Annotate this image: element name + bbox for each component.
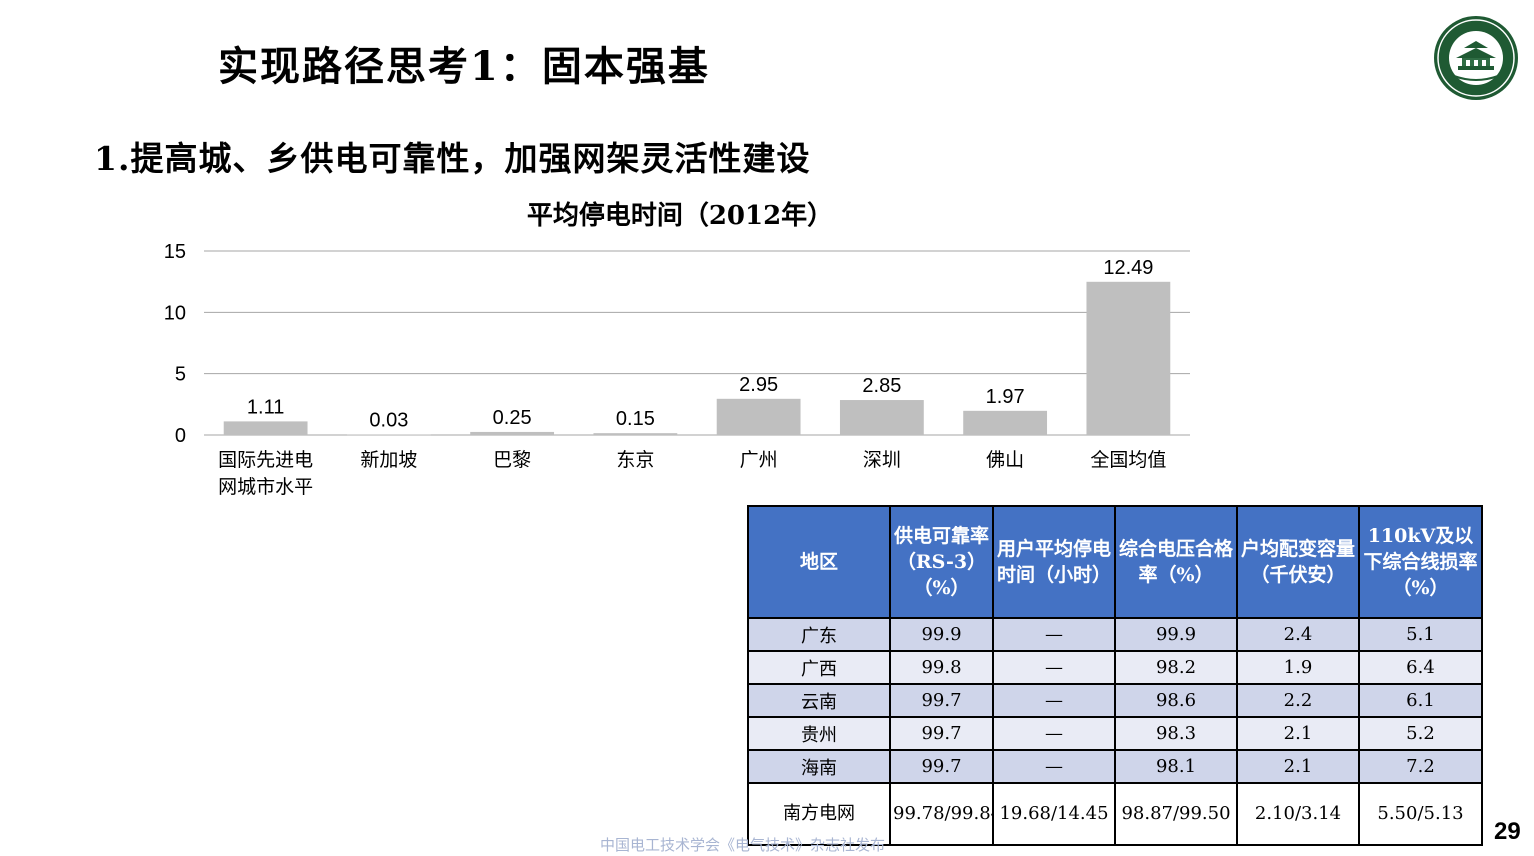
y-tick-label: 15 bbox=[164, 241, 186, 263]
header-cell: 用户平均停电时间（小时） bbox=[992, 505, 1116, 619]
category-label: 全国均值 bbox=[1090, 449, 1166, 471]
category-label: 网城市水平 bbox=[218, 476, 313, 498]
table-cell: 2.4 bbox=[1236, 617, 1360, 652]
category-label: 巴黎 bbox=[493, 449, 531, 471]
table-header-row: 地区 供电可靠率（RS-3）（%） 用户平均停电时间（小时） 综合电压合格率（%… bbox=[747, 505, 1483, 619]
table-cell: 99.9 bbox=[1114, 617, 1238, 652]
table-cell: 南方电网 bbox=[747, 782, 891, 846]
table-cell: 5.1 bbox=[1358, 617, 1483, 652]
table-cell: 广西 bbox=[747, 650, 891, 685]
slide-subtitle: 1.提高城、乡供电可靠性，加强网架灵活性建设 bbox=[94, 139, 811, 178]
table-cell: 5.2 bbox=[1358, 716, 1483, 751]
category-label: 东京 bbox=[616, 449, 654, 471]
bar bbox=[839, 400, 924, 435]
slide-title: 实现路径思考1：固本强基 bbox=[218, 43, 710, 90]
header-cell: 户均配变容量（千伏安） bbox=[1236, 505, 1360, 619]
table-cell: 6.4 bbox=[1358, 650, 1483, 685]
table-cell: 19.68/14.45 bbox=[992, 782, 1116, 846]
y-tick-label: 5 bbox=[175, 364, 186, 386]
data-label: 0.03 bbox=[369, 410, 408, 432]
data-label: 0.15 bbox=[616, 408, 655, 430]
table-cell: 99.9 bbox=[889, 617, 994, 652]
table-cell: 2.1 bbox=[1236, 749, 1360, 784]
data-label: 2.85 bbox=[862, 375, 901, 397]
header-cell: 综合电压合格率（%） bbox=[1114, 505, 1238, 619]
table-row: 广西 99.8 — 98.2 1.9 6.4 bbox=[747, 650, 1483, 685]
table-cell: — bbox=[992, 683, 1116, 718]
grid-statistics-table: 地区 供电可靠率（RS-3）（%） 用户平均停电时间（小时） 综合电压合格率（%… bbox=[747, 505, 1483, 846]
table-cell: 98.2 bbox=[1114, 650, 1238, 685]
table-cell: — bbox=[992, 749, 1116, 784]
data-label: 1.11 bbox=[247, 396, 284, 418]
table-cell: — bbox=[992, 617, 1116, 652]
y-tick-label: 10 bbox=[164, 302, 186, 324]
table-cell: 2.2 bbox=[1236, 683, 1360, 718]
table-cell: 2.1 bbox=[1236, 716, 1360, 751]
table-cell: 5.50/5.13 bbox=[1358, 782, 1483, 846]
table-row: 云南 99.7 — 98.6 2.2 6.1 bbox=[747, 683, 1483, 718]
table-cell: 海南 bbox=[747, 749, 891, 784]
table-cell: 贵州 bbox=[747, 716, 891, 751]
table-cell: 广东 bbox=[747, 617, 891, 652]
table-row: 南方电网 99.78/99.84 19.68/14.45 98.87/99.50… bbox=[747, 782, 1483, 846]
table-cell: 99.7 bbox=[889, 683, 994, 718]
table-cell: 98.6 bbox=[1114, 683, 1238, 718]
bar bbox=[963, 410, 1048, 435]
chart-title: 平均停电时间（2012年） bbox=[526, 201, 834, 231]
data-label: 1.97 bbox=[986, 386, 1025, 408]
y-tick-label: 0 bbox=[175, 425, 186, 447]
category-label: 深圳 bbox=[863, 449, 901, 471]
data-label: 2.95 bbox=[739, 374, 778, 396]
bar bbox=[716, 398, 801, 435]
bar bbox=[1086, 281, 1171, 435]
table-cell: 99.8 bbox=[889, 650, 994, 685]
category-label: 新加坡 bbox=[360, 449, 417, 471]
table-cell: 98.1 bbox=[1114, 749, 1238, 784]
table-cell: 99.78/99.84 bbox=[889, 782, 994, 846]
category-label: 广州 bbox=[740, 449, 778, 471]
table-cell: 2.10/3.14 bbox=[1236, 782, 1360, 846]
header-cell: 供电可靠率（RS-3）（%） bbox=[889, 505, 994, 619]
table-row: 海南 99.7 — 98.1 2.1 7.2 bbox=[747, 749, 1483, 784]
footer-source: 中国电工技术学会《电气技术》杂志社发布 bbox=[600, 836, 886, 854]
table-cell: 99.7 bbox=[889, 716, 994, 751]
header-cell: 110kV及以下综合线损率（%） bbox=[1358, 505, 1483, 619]
table-cell: 云南 bbox=[747, 683, 891, 718]
table-row: 广东 99.9 — 99.9 2.4 5.1 bbox=[747, 617, 1483, 652]
page-number: 29 bbox=[1494, 818, 1521, 845]
data-label: 0.25 bbox=[493, 407, 532, 429]
table-cell: 6.1 bbox=[1358, 683, 1483, 718]
category-label: 国际先进电 bbox=[218, 449, 313, 471]
university-logo-icon bbox=[1434, 16, 1518, 100]
table-cell: 98.87/99.50 bbox=[1114, 782, 1238, 846]
table-cell: 99.7 bbox=[889, 749, 994, 784]
table-cell: — bbox=[992, 716, 1116, 751]
bar bbox=[346, 434, 431, 436]
category-label: 佛山 bbox=[986, 449, 1024, 471]
header-cell: 地区 bbox=[747, 505, 891, 619]
bar bbox=[470, 431, 555, 435]
bar bbox=[223, 421, 308, 435]
table-cell: — bbox=[992, 650, 1116, 685]
data-label: 12.49 bbox=[1103, 257, 1153, 279]
bar bbox=[593, 433, 678, 435]
table-cell: 98.3 bbox=[1114, 716, 1238, 751]
table-cell: 1.9 bbox=[1236, 650, 1360, 685]
table-row: 贵州 99.7 — 98.3 2.1 5.2 bbox=[747, 716, 1483, 751]
table-cell: 7.2 bbox=[1358, 749, 1483, 784]
